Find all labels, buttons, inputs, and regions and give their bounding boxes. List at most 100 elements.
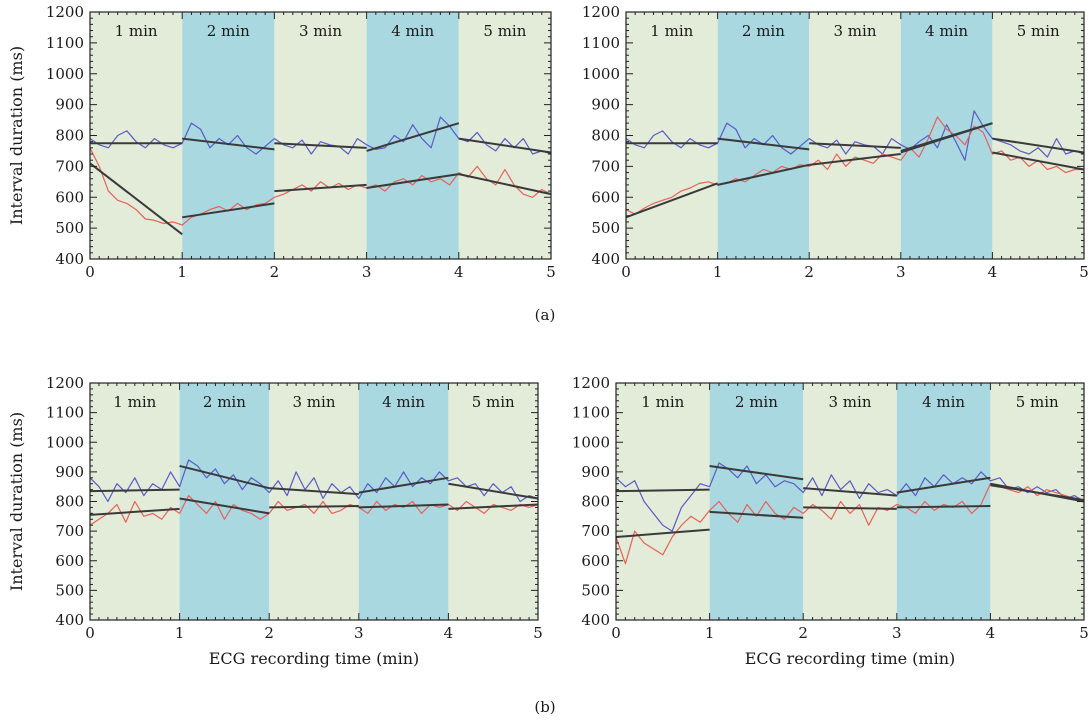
x-tick-label: 1 [713, 263, 723, 281]
x-tick-label: 4 [986, 624, 996, 642]
trend-line-red [358, 503, 449, 509]
y-tick-label: 400 [55, 611, 84, 629]
y-tick-label: 1100 [572, 404, 610, 422]
segment-band [616, 383, 710, 620]
trend-line-blue [89, 488, 180, 493]
trend-line-red [809, 153, 901, 166]
y-tick-label: 800 [55, 127, 84, 145]
y-tick-label: 800 [591, 127, 620, 145]
y-tick-label: 700 [581, 522, 610, 540]
x-tick-label: 0 [611, 624, 621, 642]
y-tick-label: 500 [591, 219, 620, 237]
y-tick-label: 900 [591, 96, 620, 114]
y-tick-label: 900 [55, 463, 84, 481]
x-tick-label: 1 [705, 624, 715, 642]
x-axis-title: ECG recording time (min) [209, 649, 420, 668]
x-tick-label: 2 [270, 263, 280, 281]
segment-label: 2 min [742, 22, 785, 40]
y-tick-label: 700 [55, 157, 84, 175]
trend-line-red [179, 497, 270, 515]
y-tick-label: 1200 [46, 3, 84, 21]
trend-line-red [900, 122, 993, 154]
x-tick-label: 0 [621, 263, 631, 281]
trend-line-red [269, 504, 359, 509]
trend-line-blue [269, 487, 359, 496]
y-axis-title: Interval duration (ms) [7, 412, 26, 591]
trend-line-blue [182, 137, 275, 151]
trend-line-red [717, 163, 810, 186]
trend-line-red [803, 506, 897, 510]
trend-line-blue [366, 122, 460, 152]
y-tick-label: 1200 [582, 3, 620, 21]
trend-line-red [274, 183, 367, 193]
y-tick-label: 800 [55, 493, 84, 511]
x-tick-label: 2 [264, 624, 274, 642]
segment-band [900, 12, 993, 259]
segment-band [458, 12, 551, 259]
trend-line-blue [992, 137, 1085, 154]
series-line-red [89, 495, 539, 526]
segment-band [626, 12, 718, 259]
chart-panel-bottom-right: 1 min 2 min 3 min 4 min 5 min 400 500 600 700 800… [572, 374, 1089, 668]
segment-band [448, 383, 538, 620]
segment-label: 2 min [203, 393, 246, 411]
figure-label-b: (b) [534, 698, 555, 716]
trend-line-red [182, 202, 275, 219]
x-tick-label: 0 [85, 624, 95, 642]
segment-label: 3 min [829, 393, 872, 411]
y-tick-label: 500 [581, 581, 610, 599]
y-tick-label: 400 [55, 250, 84, 268]
trend-line-red [709, 510, 804, 519]
x-tick-label: 3 [362, 263, 372, 281]
trend-line-red [990, 484, 1085, 502]
segment-label: 5 min [483, 22, 526, 40]
series-line-blue [89, 116, 552, 155]
series-line-blue [89, 459, 539, 503]
y-axis-title: Interval duration (ms) [7, 46, 26, 225]
x-tick-label: 3 [896, 263, 906, 281]
segment-band [990, 383, 1084, 620]
x-tick-label: 5 [533, 624, 543, 642]
trend-line-red [366, 173, 459, 189]
y-tick-label: 1200 [46, 374, 84, 392]
segment-band [896, 383, 991, 620]
trend-line-red [896, 504, 991, 509]
y-tick-label: 1100 [582, 34, 620, 52]
x-tick-label: 4 [454, 263, 464, 281]
y-tick-label: 1200 [572, 374, 610, 392]
trend-line-blue [809, 142, 901, 149]
segment-band [366, 12, 459, 259]
segment-band [90, 12, 183, 259]
x-tick-label: 5 [1079, 624, 1089, 642]
y-tick-label: 500 [55, 581, 84, 599]
series-line-blue [625, 110, 1085, 161]
segment-label: 1 min [650, 22, 693, 40]
segment-label: 3 min [293, 393, 336, 411]
y-tick-label: 1000 [46, 433, 84, 451]
y-tick-label: 600 [55, 552, 84, 570]
x-tick-label: 5 [546, 263, 556, 281]
trend-line-red [448, 503, 539, 510]
trend-line-red [625, 182, 718, 219]
y-tick-label: 700 [55, 522, 84, 540]
y-tick-label: 1000 [46, 65, 84, 83]
x-tick-label: 3 [892, 624, 902, 642]
segment-label: 4 min [925, 22, 968, 40]
y-tick-label: 1100 [46, 404, 84, 422]
segment-label: 4 min [391, 22, 434, 40]
trend-line-red [615, 528, 710, 539]
segment-band [709, 383, 804, 620]
segment-band [992, 12, 1084, 259]
y-tick-label: 600 [581, 552, 610, 570]
trend-line-blue [717, 137, 810, 151]
y-tick-label: 400 [581, 611, 610, 629]
y-tick-label: 800 [581, 493, 610, 511]
segment-band [809, 12, 901, 259]
figure-label-a: (a) [535, 306, 556, 324]
trend-line-blue [615, 488, 710, 493]
x-tick-label: 0 [85, 263, 95, 281]
x-tick-label: 5 [1079, 263, 1089, 281]
segment-label: 5 min [472, 393, 515, 411]
x-tick-label: 1 [175, 624, 185, 642]
